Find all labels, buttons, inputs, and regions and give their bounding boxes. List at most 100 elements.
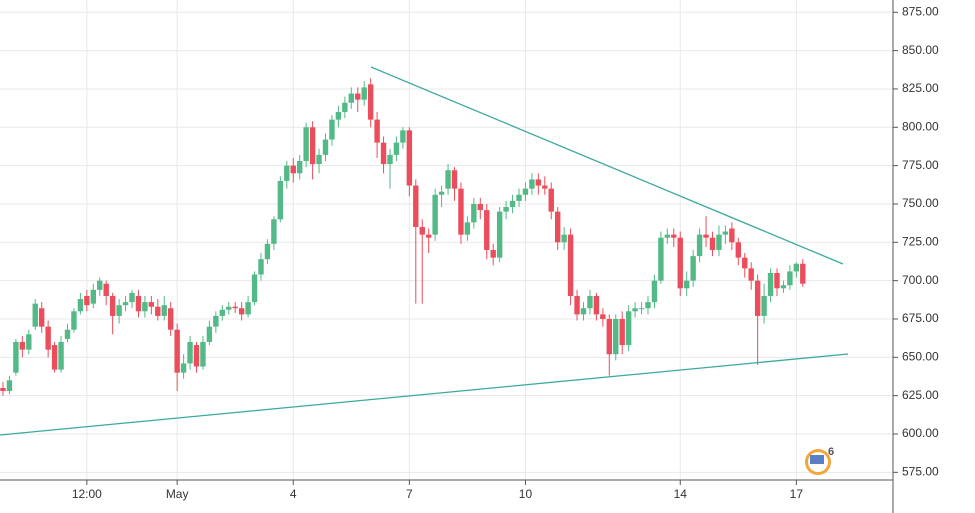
y-tick-label: 850.00 [902,43,939,57]
candle-body [400,130,406,143]
candle-body [748,268,754,281]
candle-body [432,194,438,235]
candle-body [232,306,238,309]
candle-body [206,326,213,342]
candle-body [464,222,471,235]
candle-body [555,211,561,243]
grid [0,0,893,480]
candle-body [522,188,529,195]
x-tick-label: 12:00 [72,487,102,501]
candle-body [129,292,135,303]
candle-body [84,295,90,306]
candle-body [774,272,780,289]
candle-body [161,305,167,316]
candle-body [664,234,671,238]
candle-body [39,308,45,327]
candle-body [445,170,451,189]
candle-body [677,237,683,289]
candle-body [226,306,232,310]
candle-body [168,308,174,330]
y-tick-label: 625.00 [902,388,939,402]
y-tick-label: 875.00 [902,4,939,18]
candle-body [271,219,277,244]
candle-body [148,302,155,307]
candle-body [600,314,606,319]
y-tick-label: 725.00 [902,234,939,248]
candle-body [0,387,6,392]
candle-body [426,234,432,238]
candle-body [135,295,142,312]
candle-body [361,87,367,100]
candle-body [800,263,806,284]
candle-body [471,203,477,223]
candle-body [451,170,458,189]
candles [0,78,806,396]
candle-body [380,142,387,165]
candle-body [406,130,413,186]
y-tick-label: 775.00 [902,158,939,172]
candle-body [264,243,271,260]
candle-body [548,188,554,212]
y-tick-label: 800.00 [902,119,939,133]
candle-body [593,295,600,315]
candle-body [297,161,303,174]
candle-body [587,295,593,309]
candle-body [567,234,574,296]
candle-body [367,84,374,120]
candle-body [355,93,361,100]
candle-body [625,311,632,346]
candle-body [180,363,187,373]
candle-body [645,302,651,309]
candle-body [619,318,625,346]
candle-body [51,345,58,370]
logo-badge: 6 [828,446,834,458]
candle-body [155,306,161,316]
candle-body [335,111,342,120]
candle-body [284,165,290,181]
candle-body [535,179,542,186]
candle-body [290,165,296,174]
candle-body [767,272,774,296]
y-tick-label: 575.00 [902,465,939,479]
candle-body [64,329,71,339]
candle-body [613,318,619,355]
candle-body [580,308,587,315]
candle-body [200,341,206,367]
candle-body [780,285,787,289]
candle-body [142,302,148,312]
candle-body [754,280,761,316]
candle-body [761,295,767,316]
candle-body [438,191,445,195]
candle-body [709,237,716,250]
candle-body [316,154,322,165]
candle-body [658,237,664,281]
candle-body [348,93,354,103]
candle-body [97,280,103,290]
y-tick-label: 825.00 [902,81,939,95]
candle-body [574,295,580,315]
y-tick-label: 650.00 [902,349,939,363]
candle-body [606,318,612,355]
x-tick-label: May [166,487,189,501]
candle-body [45,326,51,350]
candle-body [529,179,535,189]
candle-body [496,211,503,258]
candle-body [58,341,64,370]
candle-body [32,303,38,327]
candle-body [490,249,496,258]
candle-body [303,127,309,162]
candle-body [690,256,696,281]
candle-body [26,334,32,350]
candle-body [509,200,516,208]
candle-body [484,210,490,250]
logo: 6 [805,446,834,475]
candle-body [13,341,19,373]
candle-body [238,308,245,315]
candle-body [684,280,690,289]
candle-body [651,280,658,303]
candle-body [632,308,638,312]
candle-body [787,271,793,286]
candle-body [251,274,258,303]
candle-body [329,119,335,140]
